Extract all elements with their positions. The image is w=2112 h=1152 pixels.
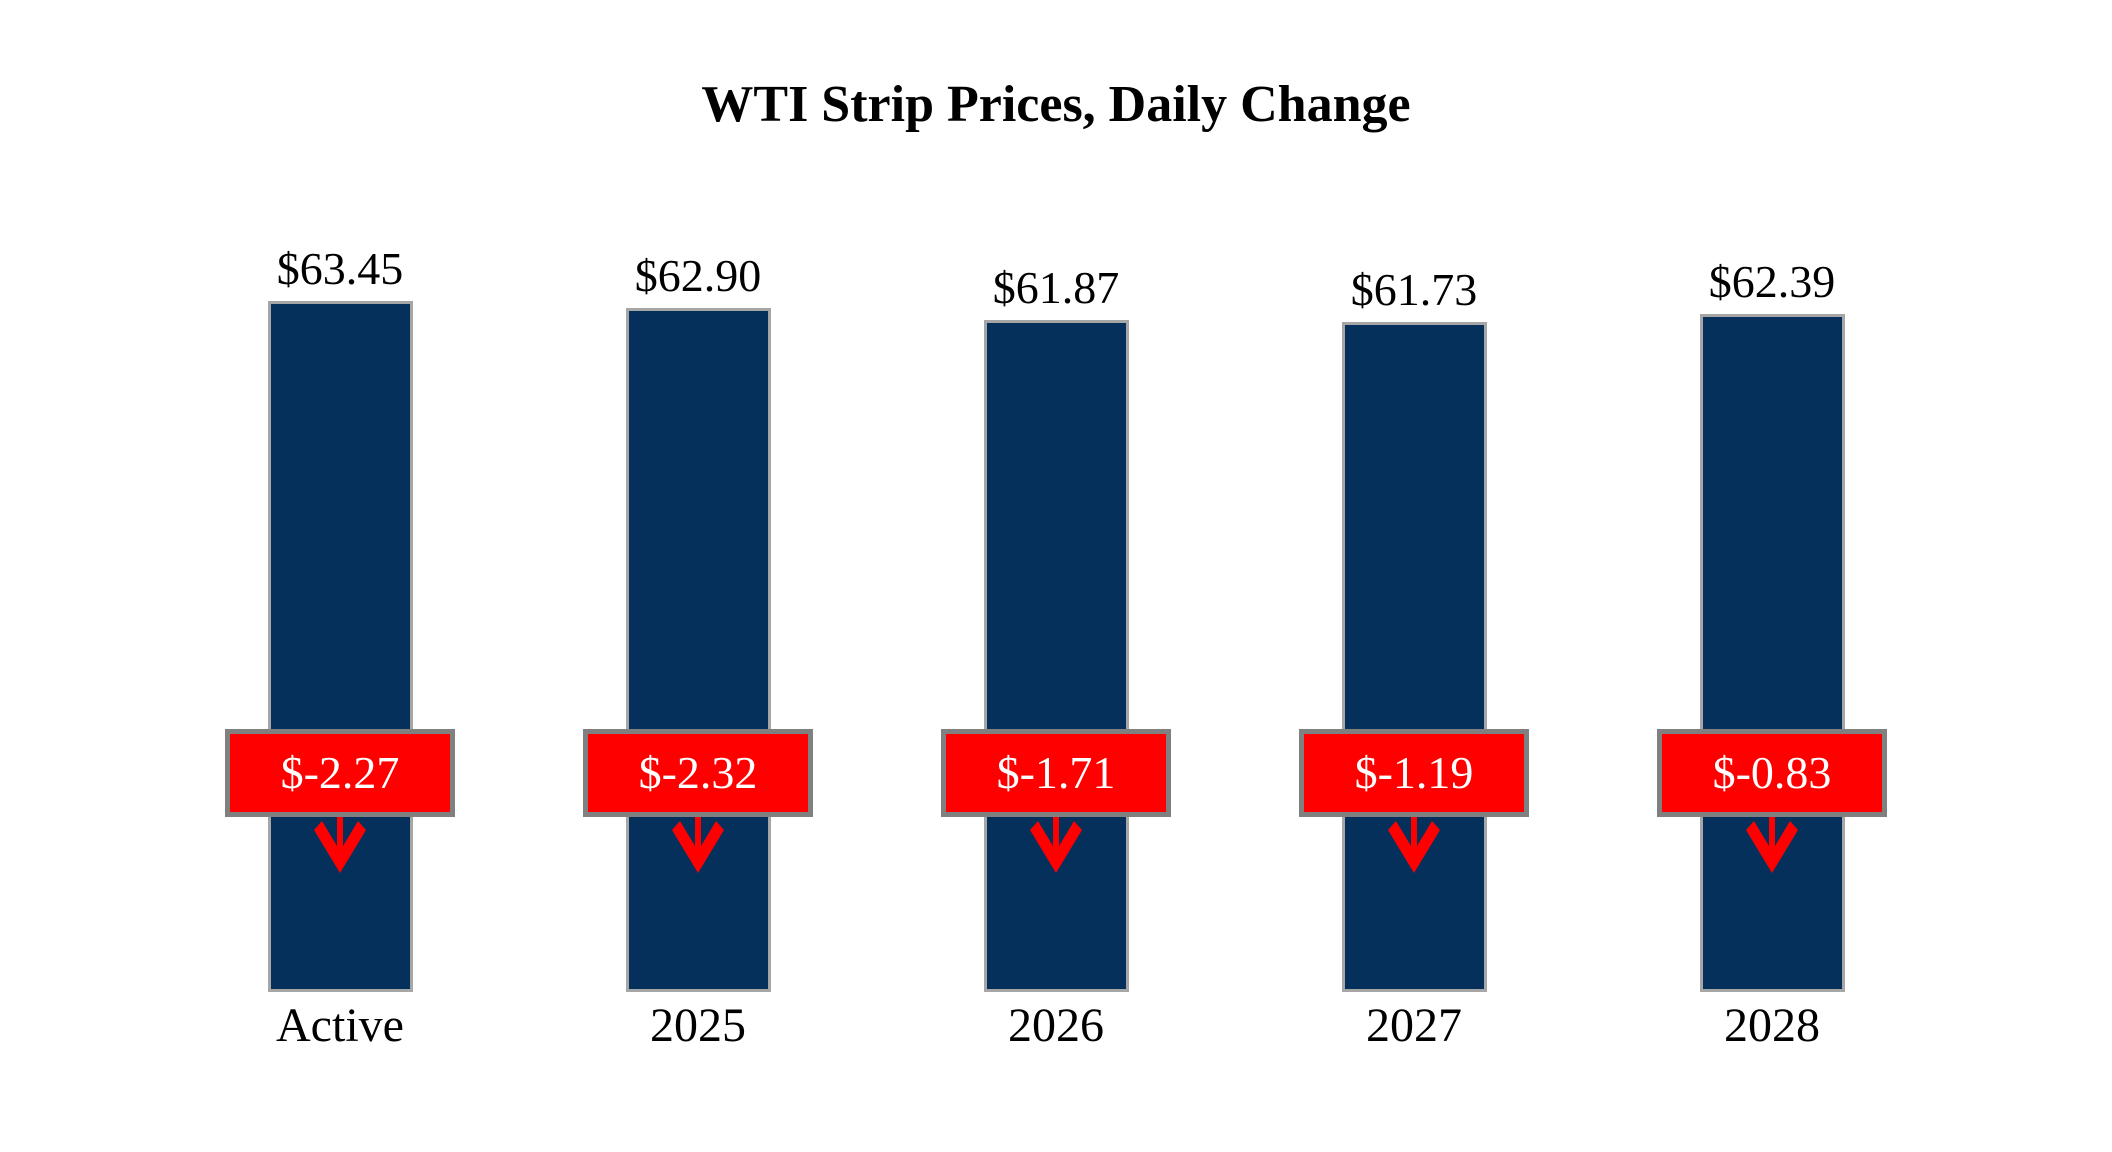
bar-value-label: $61.87 — [992, 262, 1120, 314]
bar — [1341, 321, 1487, 992]
daily-change-badge: $-0.83 — [1657, 729, 1887, 817]
down-arrow-icon — [1746, 817, 1798, 873]
daily-change-badge: $-2.32 — [583, 729, 813, 817]
bar — [983, 320, 1129, 992]
bar-value-label: $63.45 — [276, 243, 404, 294]
category-label: 2026 — [1008, 999, 1104, 1052]
category-label: Active — [276, 999, 404, 1052]
bar — [625, 307, 771, 992]
bar-group: $61.73 $-1.19 2027 — [1254, 0, 1574, 1152]
bar-value-label: $61.73 — [1350, 263, 1478, 315]
down-arrow-icon — [672, 817, 724, 873]
down-arrow-icon — [1388, 817, 1440, 873]
chart-title: WTI Strip Prices, Daily Change — [701, 76, 1411, 133]
category-label: 2027 — [1366, 999, 1462, 1052]
bar-group: $61.87 $-1.71 2026 — [896, 0, 1216, 1152]
bar — [1699, 313, 1845, 992]
bar-group: $63.45 $-2.27 Active — [180, 0, 500, 1152]
down-arrow-icon — [1030, 817, 1082, 873]
down-arrow-icon — [314, 817, 366, 873]
bar — [267, 301, 413, 992]
bar-group: $62.39 $-0.83 2028 — [1612, 0, 1932, 1152]
category-label: 2025 — [650, 999, 746, 1052]
bar-value-label: $62.90 — [634, 249, 762, 301]
daily-change-badge: $-2.27 — [225, 729, 455, 817]
bar-group: $62.90 $-2.32 2025 — [538, 0, 858, 1152]
category-label: 2028 — [1724, 999, 1820, 1052]
daily-change-badge: $-1.19 — [1299, 729, 1529, 817]
bar-value-label: $62.39 — [1708, 255, 1836, 307]
daily-change-badge: $-1.71 — [941, 729, 1171, 817]
